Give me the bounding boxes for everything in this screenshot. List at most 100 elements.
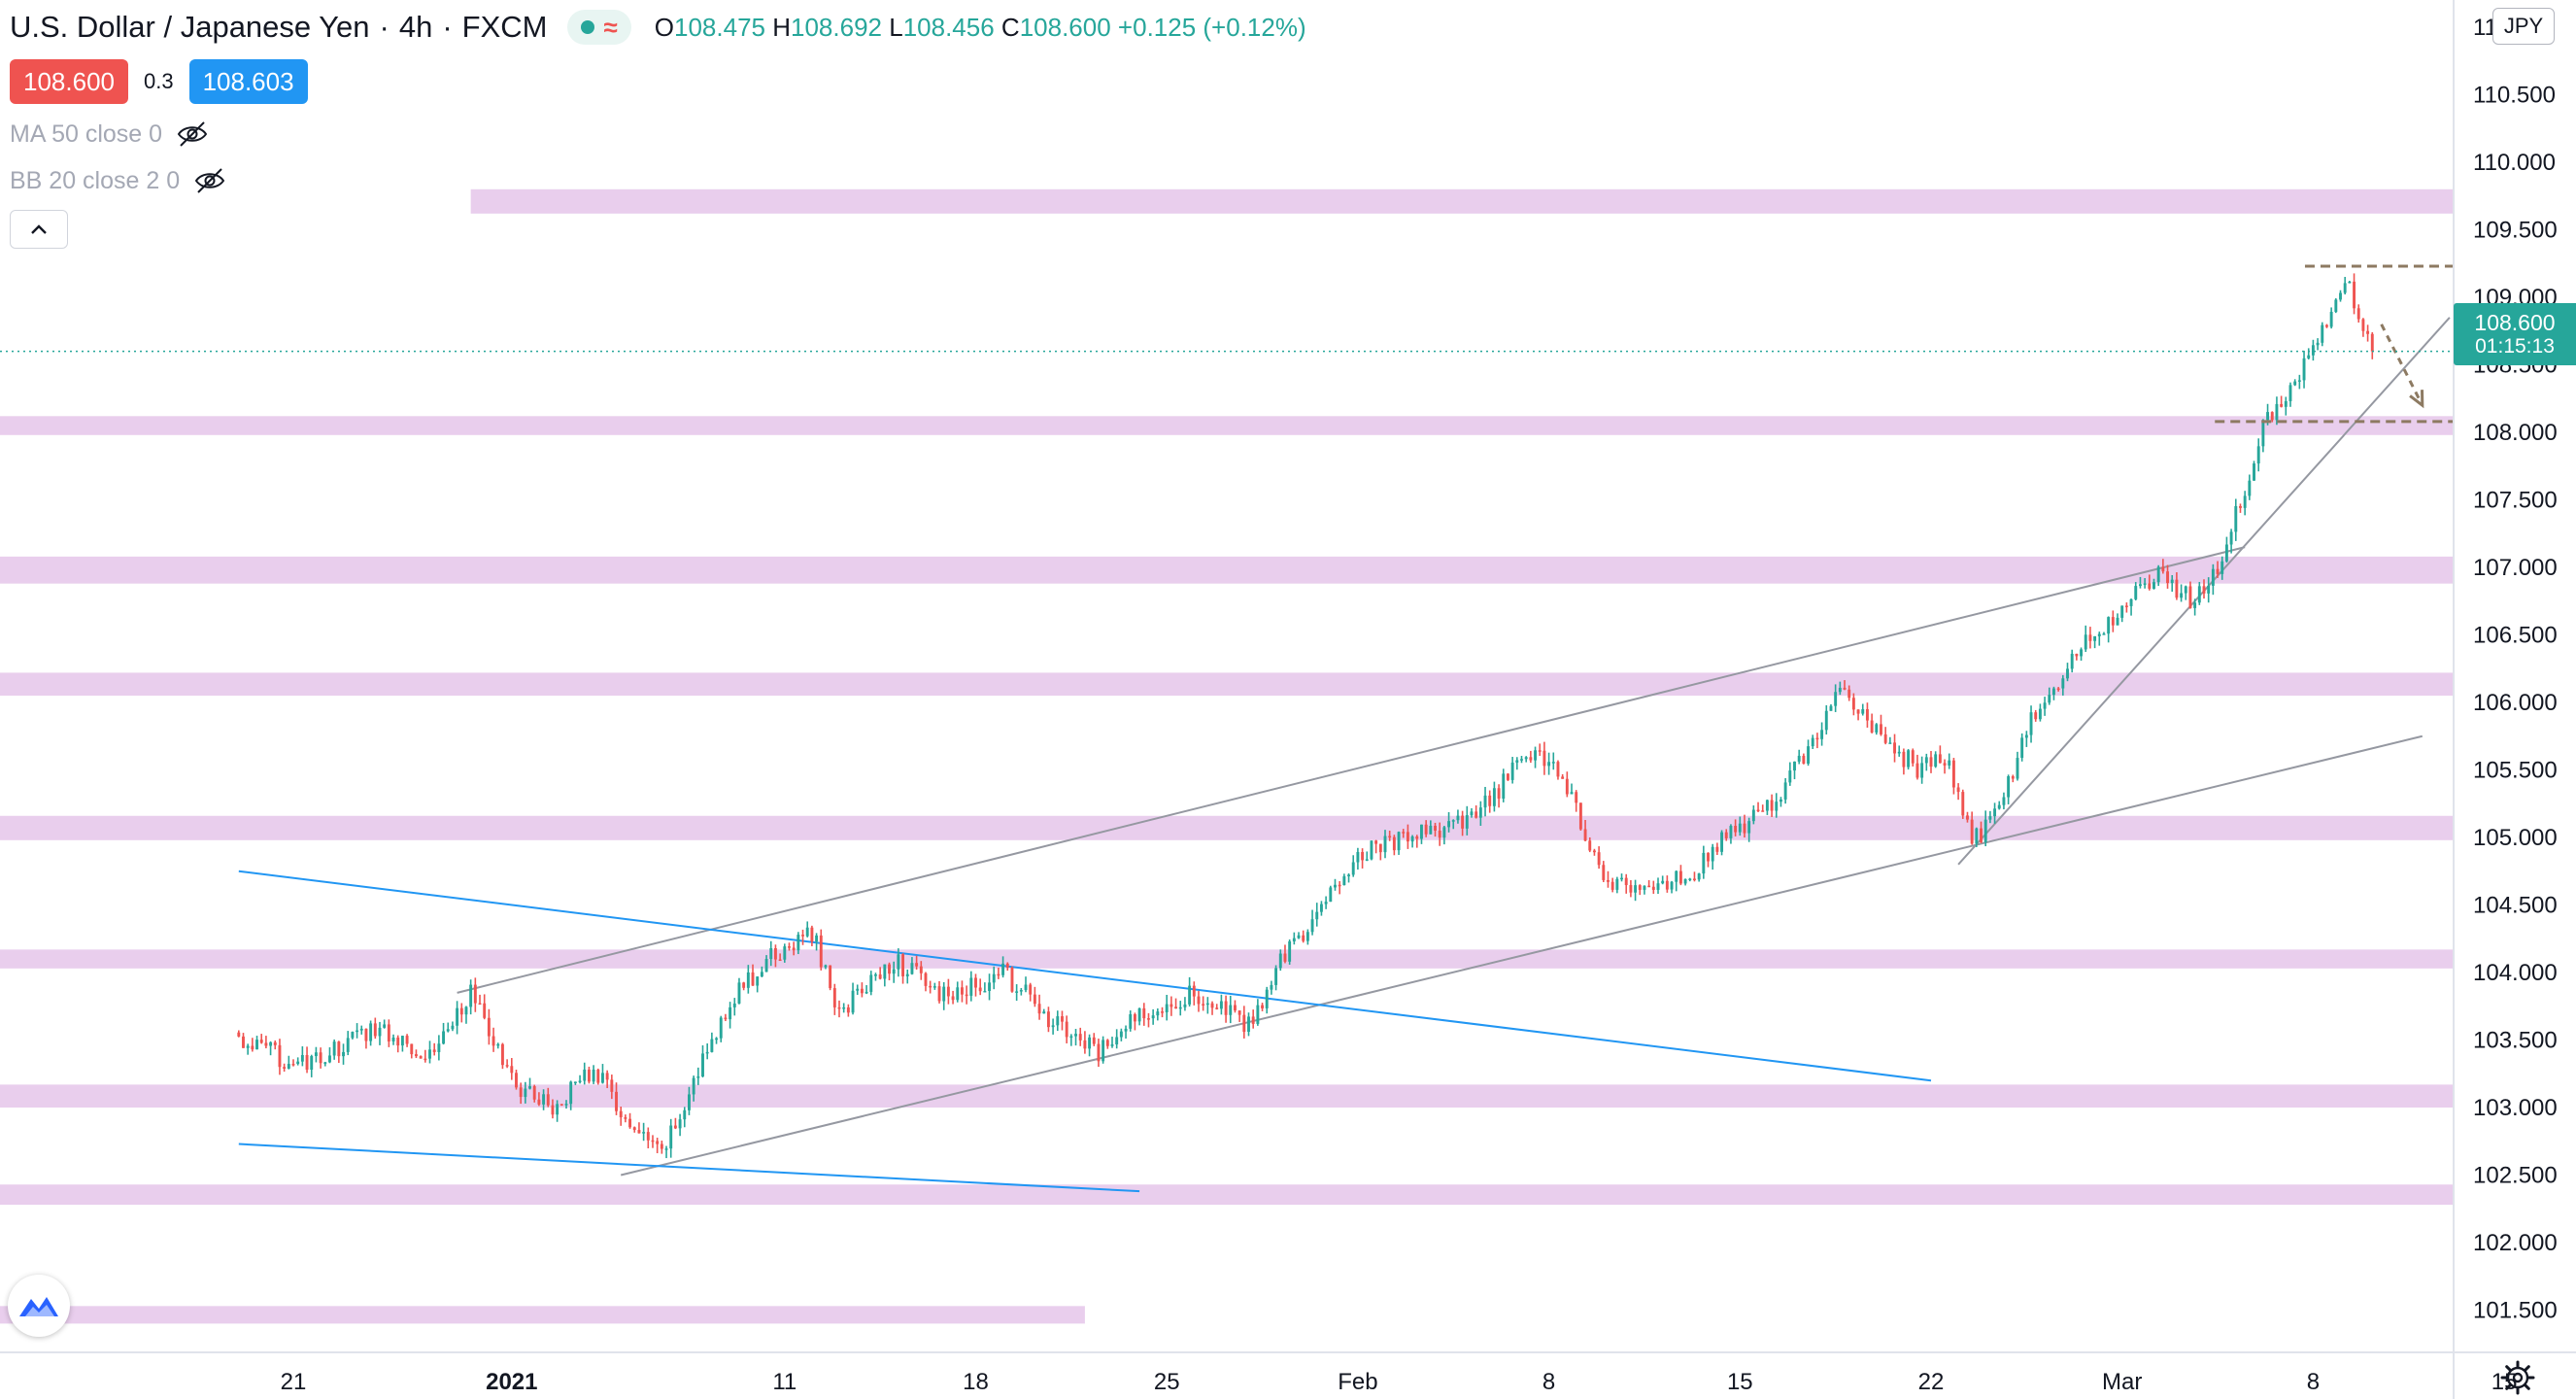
candle-body: [1529, 757, 1533, 761]
candle-body: [2353, 281, 2356, 309]
candle-body: [1578, 802, 1582, 830]
symbol-name[interactable]: U.S. Dollar / Japanese Yen: [10, 10, 370, 44]
candle-body: [528, 1086, 531, 1089]
candle-body: [2275, 403, 2279, 421]
candle-body: [1783, 782, 1787, 800]
candle-body: [1829, 705, 1833, 711]
candle-body: [1615, 878, 1619, 890]
candle-body: [1133, 1013, 1136, 1022]
candle-body: [1847, 689, 1851, 699]
candle-body: [2166, 571, 2169, 584]
buy-button[interactable]: 108.603: [188, 59, 308, 104]
indicator-ma[interactable]: MA 50 close 0: [10, 115, 209, 154]
candle-body: [2016, 758, 2019, 779]
candle-body: [1651, 886, 1655, 890]
currency-badge[interactable]: JPY: [2492, 8, 2555, 45]
candle-body: [1707, 852, 1710, 862]
candle-body: [1451, 820, 1455, 822]
candle-body: [542, 1094, 546, 1105]
candle-body: [1302, 935, 1305, 941]
candle-body: [1024, 984, 1028, 991]
price-tick-label: 110.000: [2473, 150, 2556, 176]
candle-body: [929, 985, 932, 988]
candle-body: [587, 1069, 591, 1082]
candle-body: [628, 1118, 632, 1128]
candle-body: [2343, 283, 2347, 293]
candle-body: [851, 990, 855, 1013]
candle-body: [829, 965, 832, 989]
candle-body: [1424, 824, 1428, 835]
candle-body: [2243, 495, 2247, 508]
candle-body: [1406, 832, 1409, 842]
candle-body: [269, 1041, 273, 1046]
price-tick-label: 107.000: [2473, 555, 2558, 581]
candle-body: [860, 988, 864, 994]
tradingview-logo[interactable]: [8, 1275, 70, 1337]
candle-body: [1888, 742, 1892, 744]
candle-body: [792, 947, 796, 951]
candle-body: [1734, 826, 1738, 833]
candle-body: [1046, 1011, 1050, 1028]
candle-body: [2038, 708, 2042, 720]
candle-body: [1105, 1040, 1109, 1046]
candle-body: [400, 1036, 404, 1046]
candle-body: [915, 963, 919, 967]
interval-label[interactable]: 4h: [398, 10, 433, 44]
candle-body: [2207, 585, 2211, 594]
collapse-legend-button[interactable]: [10, 210, 68, 249]
candle-body: [1151, 1015, 1155, 1019]
gear-icon[interactable]: [2500, 1360, 2535, 1395]
candle-body: [729, 1007, 732, 1020]
candle-body: [2261, 420, 2265, 447]
candle-body: [2080, 649, 2084, 657]
candle-body: [1797, 755, 1801, 762]
candle-body: [410, 1043, 414, 1055]
price-tick-label: 104.500: [2473, 893, 2558, 919]
candle-body: [419, 1056, 423, 1059]
candle-body: [2097, 633, 2101, 636]
candle-body: [378, 1027, 382, 1037]
candle-body: [801, 935, 804, 937]
market-status-badge[interactable]: ≈: [566, 10, 631, 45]
candle-body: [546, 1094, 550, 1106]
candle-body: [1524, 757, 1528, 760]
candle-body: [437, 1043, 441, 1052]
candle-body: [1456, 815, 1460, 821]
candle-body: [842, 1007, 846, 1009]
candle-body: [696, 1075, 700, 1078]
candle-body: [2248, 480, 2252, 496]
candle-body: [2156, 566, 2160, 583]
candle-body: [2229, 531, 2233, 545]
candle-body: [810, 927, 814, 942]
candle-body: [1202, 1004, 1205, 1006]
support-resistance-zone: [0, 556, 2454, 584]
candle-body: [983, 990, 987, 993]
support-resistance-zone: [0, 672, 2454, 697]
candle-body: [1119, 1031, 1123, 1038]
candle-body: [965, 994, 968, 997]
time-tick-label: 8: [2307, 1369, 2320, 1395]
support-resistance-zone: [0, 1306, 1085, 1324]
candle-body: [2197, 586, 2201, 603]
candle-body: [1583, 829, 1587, 841]
candle-body: [778, 959, 782, 962]
candle-body: [646, 1132, 650, 1141]
candle-body: [1929, 757, 1933, 768]
candle-body: [1224, 1001, 1228, 1015]
trendlines-layer: [238, 317, 2451, 1193]
candle-body: [1924, 757, 1928, 764]
candle-body: [405, 1036, 409, 1044]
sell-button[interactable]: 108.600: [10, 59, 128, 104]
eye-off-icon[interactable]: [193, 166, 226, 195]
candle-body: [969, 977, 973, 996]
candle-body: [1738, 823, 1742, 833]
candle-body: [1392, 836, 1396, 851]
candle-body: [1347, 874, 1350, 876]
candle-body: [901, 954, 905, 976]
candle-body: [2143, 583, 2147, 586]
eye-off-icon[interactable]: [176, 119, 209, 149]
candles-layer: [237, 273, 2374, 1159]
indicator-bb[interactable]: BB 20 close 2 0: [10, 161, 226, 200]
candle-body: [1010, 967, 1014, 992]
